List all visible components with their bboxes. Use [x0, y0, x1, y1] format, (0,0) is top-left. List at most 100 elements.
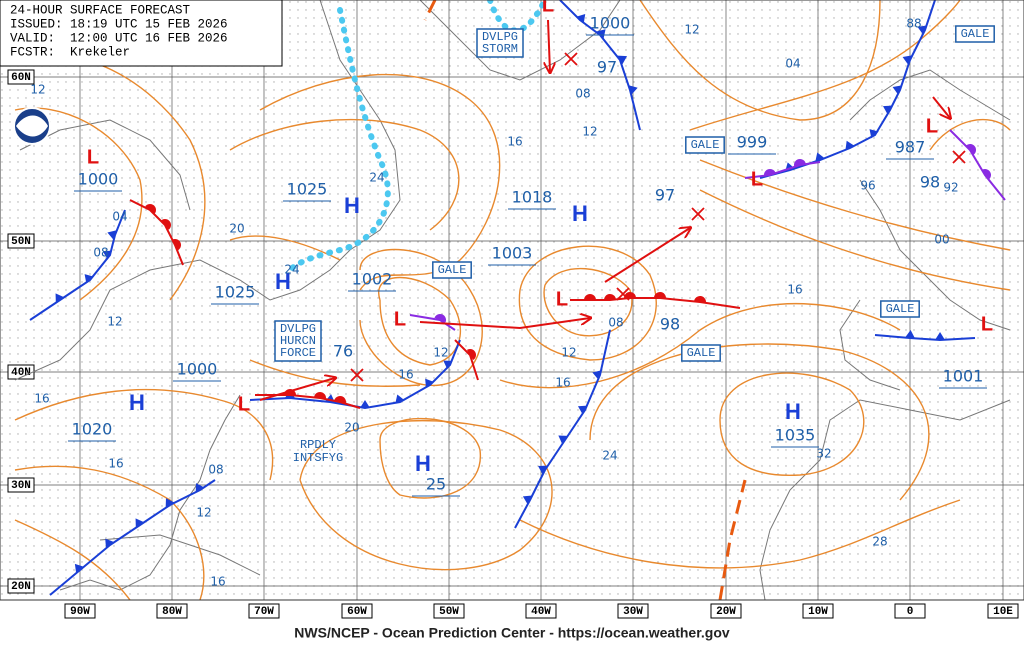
- longitude-label-box: [802, 603, 834, 619]
- longitude-label: 40W: [531, 606, 551, 618]
- low-symbol: L: [394, 308, 406, 330]
- boxed-label: GALE: [687, 346, 716, 360]
- center-pressure: 1018: [512, 188, 553, 207]
- isobar-label: 12: [196, 506, 211, 520]
- boxed-label-box: [880, 300, 920, 318]
- longitude-label: 10W: [808, 606, 828, 618]
- longitude-label: 90W: [70, 606, 90, 618]
- center-pressure: 1025: [287, 180, 328, 199]
- longitude-label-box: [525, 603, 557, 619]
- isobar-label: 16: [555, 376, 570, 390]
- longitude-label: 30W: [623, 606, 643, 618]
- isobar-label: 16: [210, 575, 225, 589]
- low-symbol: L: [981, 313, 993, 335]
- forecast-pressure: 97: [597, 58, 617, 77]
- longitude-label-box: [341, 603, 373, 619]
- isobar-label: 20: [229, 222, 244, 236]
- high-symbol: H: [344, 193, 360, 218]
- longitude-label-box: [433, 603, 465, 619]
- boxed-label-box: [955, 25, 995, 43]
- boxed-label: GALE: [438, 263, 467, 277]
- boxed-label: DVLPG: [280, 322, 316, 336]
- forecast-pressure: 98: [660, 315, 680, 334]
- boxed-label: DVLPG: [482, 30, 518, 44]
- map-background: [0, 0, 1024, 600]
- low-symbol: L: [87, 146, 99, 168]
- isobar-label: 28: [872, 535, 887, 549]
- center-pressure: 1025: [215, 283, 256, 302]
- header-line: VALID: 12:00 UTC 16 FEB 2026: [10, 31, 228, 45]
- isobar-label: 16: [34, 392, 49, 406]
- boxed-label: FORCE: [280, 346, 316, 360]
- boxed-label-box: [681, 344, 721, 362]
- isobar-label: 16: [108, 457, 123, 471]
- latitude-label-box: [7, 477, 35, 493]
- longitude-label: 0: [907, 606, 914, 618]
- center-pressure: 1020: [72, 420, 113, 439]
- high-symbol: H: [129, 390, 145, 415]
- noaa-logo: [13, 107, 51, 145]
- longitude-label: 60W: [347, 606, 367, 618]
- high-symbol: H: [785, 399, 801, 424]
- boxed-label: GALE: [691, 138, 720, 152]
- low-symbol: L: [751, 168, 763, 190]
- fronts: [29, 0, 1006, 601]
- longitude-label: 20W: [716, 606, 736, 618]
- latitude-label: 20N: [11, 581, 31, 593]
- longitude-label: 10E: [993, 606, 1013, 618]
- header-box: [0, 0, 283, 67]
- center-pressure: 1002: [352, 270, 393, 289]
- center-pressure: 1000: [590, 14, 631, 33]
- boxed-label-box: [476, 28, 524, 58]
- longitude-label-box: [987, 603, 1019, 619]
- header: 24-HOUR SURFACE FORECAST ISSUED: 18:19 U…: [0, 0, 283, 67]
- isobar-label: 16: [507, 135, 522, 149]
- latitude-label-box: [7, 578, 35, 594]
- labels: H1025H1025H1018H1020H25H1035L1000L1002L1…: [30, 0, 995, 589]
- high-symbol: H: [415, 451, 431, 476]
- boxed-label: STORM: [482, 42, 518, 56]
- longitude-label-box: [894, 603, 926, 619]
- isobar-label: 08: [608, 316, 623, 330]
- center-pressure: 1001: [943, 367, 984, 386]
- latitude-label: 50N: [11, 236, 31, 248]
- isobar-label: 00: [934, 233, 949, 247]
- isobar-label: 12: [107, 315, 122, 329]
- isobar-label: 88: [906, 17, 921, 31]
- isobar-label: 12: [561, 346, 576, 360]
- center-pressure: 25: [426, 475, 446, 494]
- isobar-label: 96: [860, 179, 875, 193]
- center-pressure: 999: [737, 133, 768, 152]
- isobar-label: 12: [433, 346, 448, 360]
- header-line: 24-HOUR SURFACE FORECAST: [10, 3, 191, 17]
- latitude-label-box: [7, 69, 35, 85]
- isobar-label: 20: [344, 421, 359, 435]
- low-symbol: L: [556, 288, 568, 310]
- note: RPDLY: [300, 438, 336, 452]
- tracks: [259, 19, 966, 401]
- isobar-label: 12: [684, 23, 699, 37]
- high-symbol: H: [275, 269, 291, 294]
- high-symbol: H: [572, 201, 588, 226]
- longitude-label: 50W: [439, 606, 459, 618]
- isobar-label: 24: [284, 263, 299, 277]
- latitude-label: 60N: [11, 72, 31, 84]
- boxed-label-box: [685, 136, 725, 154]
- isobar-label: 08: [208, 463, 223, 477]
- longitude-label: 80W: [162, 606, 182, 618]
- isobar-label: 12: [582, 125, 597, 139]
- center-pressure: 987: [895, 138, 926, 157]
- longitude-label-box: [710, 603, 742, 619]
- map-frame: [0, 0, 1024, 601]
- boxed-label: HURCN: [280, 334, 316, 348]
- center-pressure: 1000: [78, 170, 119, 189]
- note: INTSFYG: [293, 451, 343, 465]
- center-pressure: 1000: [177, 360, 218, 379]
- latitude-label: 40N: [11, 367, 31, 379]
- longitude-label: 70W: [254, 606, 274, 618]
- boxed-label: GALE: [961, 27, 990, 41]
- boxed-label-box: [274, 320, 322, 362]
- longitude-label-box: [617, 603, 649, 619]
